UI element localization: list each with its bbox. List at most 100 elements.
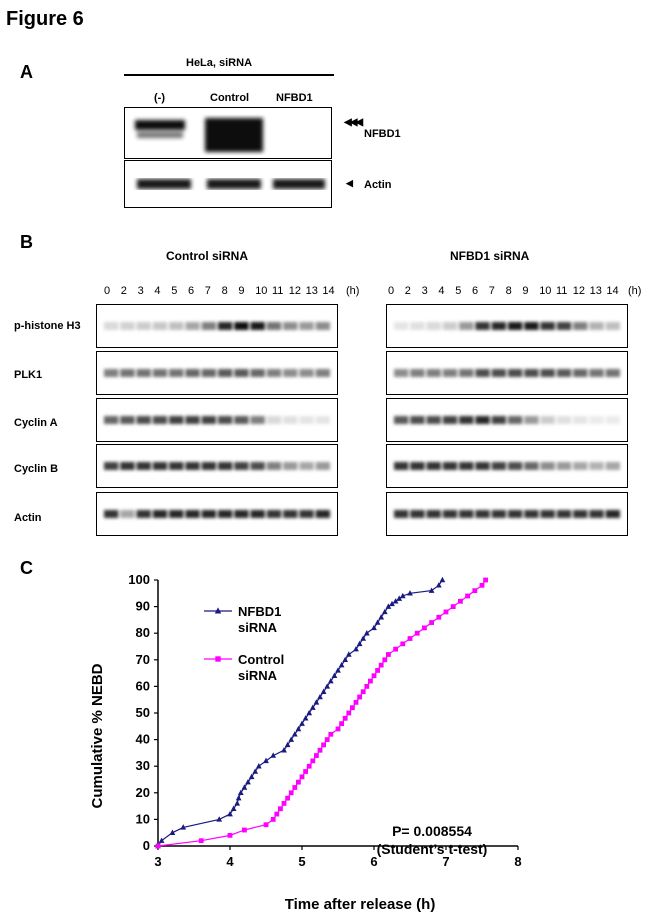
band bbox=[218, 322, 233, 330]
band bbox=[605, 322, 620, 330]
data-point-nfbd1-sirna bbox=[158, 837, 165, 843]
blot-nfbd1-cyclin-b bbox=[386, 444, 628, 488]
data-point-nfbd1-sirna bbox=[299, 720, 305, 726]
row-label-phistone: p-histone H3 bbox=[14, 320, 81, 332]
timepoint-label-control: 11 bbox=[272, 285, 284, 297]
data-point-nfbd1-sirna bbox=[281, 747, 287, 753]
data-point-control-sirna bbox=[288, 790, 294, 796]
band bbox=[250, 462, 265, 470]
band bbox=[283, 369, 298, 377]
data-point-control-sirna bbox=[317, 747, 323, 753]
band bbox=[475, 462, 490, 470]
data-point-control-sirna bbox=[429, 620, 434, 625]
band bbox=[266, 462, 282, 470]
data-point-control-sirna bbox=[360, 689, 366, 695]
data-point-nfbd1-sirna bbox=[288, 736, 295, 742]
row-label-actin-a: Actin bbox=[364, 179, 392, 191]
data-point-control-sirna bbox=[414, 630, 420, 636]
data-point-control-sirna bbox=[371, 673, 377, 679]
y-tick-label: 50 bbox=[136, 705, 150, 720]
band bbox=[234, 462, 249, 470]
band bbox=[120, 416, 135, 424]
blot-control-p-histone-h3 bbox=[96, 304, 338, 348]
data-point-control-sirna bbox=[407, 636, 413, 641]
data-point-nfbd1-sirna bbox=[360, 635, 367, 641]
data-point-nfbd1-sirna bbox=[227, 810, 233, 817]
unit-label-nfbd1: (h) bbox=[628, 285, 642, 297]
data-point-nfbd1-sirna bbox=[378, 614, 385, 620]
band bbox=[442, 322, 458, 330]
data-point-control-sirna bbox=[303, 769, 308, 774]
band bbox=[218, 416, 233, 424]
band bbox=[218, 510, 233, 518]
data-point-nfbd1-sirna bbox=[435, 582, 442, 588]
y-tick-label: 100 bbox=[128, 572, 150, 587]
data-point-nfbd1-sirna bbox=[356, 640, 363, 647]
row-label-nfbd1: NFBD1 bbox=[364, 128, 401, 140]
band bbox=[136, 416, 151, 424]
band bbox=[136, 510, 151, 518]
band bbox=[152, 462, 168, 470]
blot-control-cyclin-a bbox=[96, 398, 338, 442]
band bbox=[491, 462, 506, 470]
band bbox=[524, 369, 539, 377]
timepoint-label-control: 14 bbox=[322, 285, 335, 297]
band bbox=[524, 510, 539, 518]
band bbox=[120, 510, 135, 518]
data-point-control-sirna bbox=[472, 588, 478, 594]
blot-a-nfbd1 bbox=[124, 107, 332, 159]
timepoint-label-nfbd1: 9 bbox=[522, 285, 529, 297]
blot-control-plk1 bbox=[96, 351, 338, 395]
band bbox=[169, 416, 184, 424]
y-axis-label: Cumulative % NEBD bbox=[89, 663, 106, 808]
band bbox=[169, 369, 184, 377]
band bbox=[459, 510, 474, 518]
data-point-control-sirna bbox=[342, 715, 348, 721]
timepoint-label-nfbd1: 13 bbox=[589, 285, 602, 297]
band bbox=[104, 462, 119, 470]
band bbox=[394, 369, 409, 377]
data-point-control-sirna bbox=[378, 662, 384, 668]
band bbox=[589, 369, 604, 377]
band bbox=[169, 510, 184, 518]
band bbox=[315, 510, 330, 518]
band bbox=[120, 369, 135, 377]
band bbox=[250, 510, 265, 518]
data-point-nfbd1-sirna bbox=[284, 741, 291, 748]
data-point-nfbd1-sirna bbox=[335, 667, 341, 673]
band bbox=[410, 416, 425, 424]
band bbox=[508, 510, 523, 518]
band bbox=[266, 510, 282, 518]
band bbox=[283, 510, 298, 518]
band bbox=[283, 322, 298, 330]
row-label-actin-b: Actin bbox=[14, 512, 42, 524]
blot-control-cyclin-b bbox=[96, 444, 338, 488]
band bbox=[169, 462, 184, 470]
band bbox=[459, 369, 474, 377]
timepoint-label-nfbd1: 3 bbox=[421, 285, 428, 297]
timepoint-label-nfbd1: 8 bbox=[505, 285, 512, 297]
data-point-control-sirna bbox=[443, 609, 449, 615]
band bbox=[394, 322, 409, 330]
data-point-control-sirna bbox=[299, 774, 305, 780]
band bbox=[556, 416, 572, 424]
band bbox=[442, 416, 458, 424]
band bbox=[491, 416, 506, 424]
data-point-nfbd1-sirna bbox=[385, 603, 392, 609]
band bbox=[573, 462, 588, 470]
band bbox=[394, 510, 409, 518]
band bbox=[491, 369, 506, 377]
figure-title: Figure 6 bbox=[6, 8, 84, 30]
data-point-control-sirna bbox=[314, 753, 319, 758]
data-point-nfbd1-sirna bbox=[392, 598, 399, 604]
band bbox=[475, 416, 490, 424]
band bbox=[169, 322, 184, 330]
data-point-nfbd1-sirna bbox=[342, 656, 349, 663]
data-point-control-sirna bbox=[350, 705, 355, 711]
blot-a-actin bbox=[124, 160, 332, 208]
band bbox=[234, 416, 249, 424]
data-point-control-sirna bbox=[422, 625, 427, 631]
band bbox=[573, 510, 588, 518]
data-point-nfbd1-sirna bbox=[270, 752, 277, 758]
pvalue-annotation: P= 0.008554 bbox=[392, 823, 472, 839]
